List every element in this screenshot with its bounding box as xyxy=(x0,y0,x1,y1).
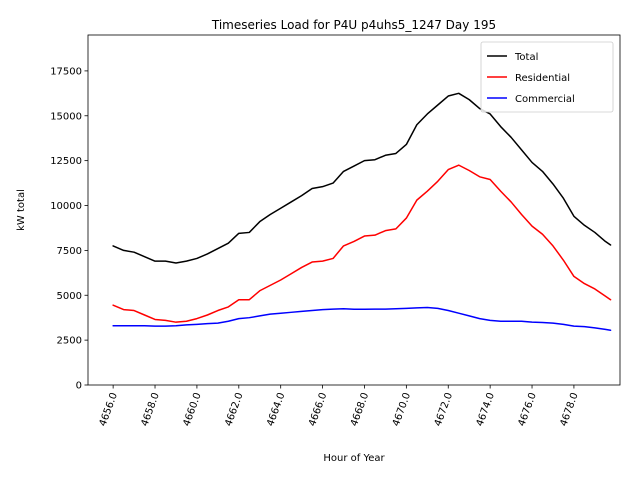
series-line-total xyxy=(112,92,612,264)
x-axis-title: Hour of Year xyxy=(323,453,385,464)
series-line-residential xyxy=(112,164,612,323)
y-tick-label: 12500 xyxy=(50,156,82,167)
y-tick-label: 0 xyxy=(76,381,82,392)
legend-label-residential: Residential xyxy=(515,73,570,84)
y-axis-title: kW total xyxy=(16,189,27,231)
y-tick-label: 15000 xyxy=(50,111,82,122)
x-tick-label: 4678.0 xyxy=(558,391,580,428)
y-tick-label: 17500 xyxy=(50,66,82,77)
chart-title: Timeseries Load for P4U p4uhs5_1247 Day … xyxy=(211,18,496,32)
x-tick-label: 4664.0 xyxy=(265,391,287,428)
legend-box xyxy=(480,41,614,113)
x-tick-label: 4666.0 xyxy=(307,391,329,428)
legend-label-total: Total xyxy=(514,52,538,63)
y-tick-label: 10000 xyxy=(50,201,82,212)
y-tick-label: 7500 xyxy=(57,246,82,257)
y-tick-label: 2500 xyxy=(57,336,82,347)
y-tick-label: 5000 xyxy=(57,291,82,302)
legend: Total Residential Commercial xyxy=(480,41,614,113)
x-tick-label: 4672.0 xyxy=(433,391,455,428)
x-tick-label: 4656.0 xyxy=(98,391,120,428)
x-tick-label: 4660.0 xyxy=(181,391,203,428)
plot-frame xyxy=(87,34,621,386)
x-tick-label: 4676.0 xyxy=(517,391,539,428)
x-tick-label: 4662.0 xyxy=(223,391,245,428)
x-tick-label: 4674.0 xyxy=(475,391,497,428)
x-tick-label: 4668.0 xyxy=(349,391,371,428)
x-tick-label: 4658.0 xyxy=(140,391,162,428)
legend-label-commercial: Commercial xyxy=(515,94,575,105)
x-tick-label: 4670.0 xyxy=(391,391,413,428)
plot-area xyxy=(112,92,612,332)
series-line-commercial xyxy=(112,306,612,332)
